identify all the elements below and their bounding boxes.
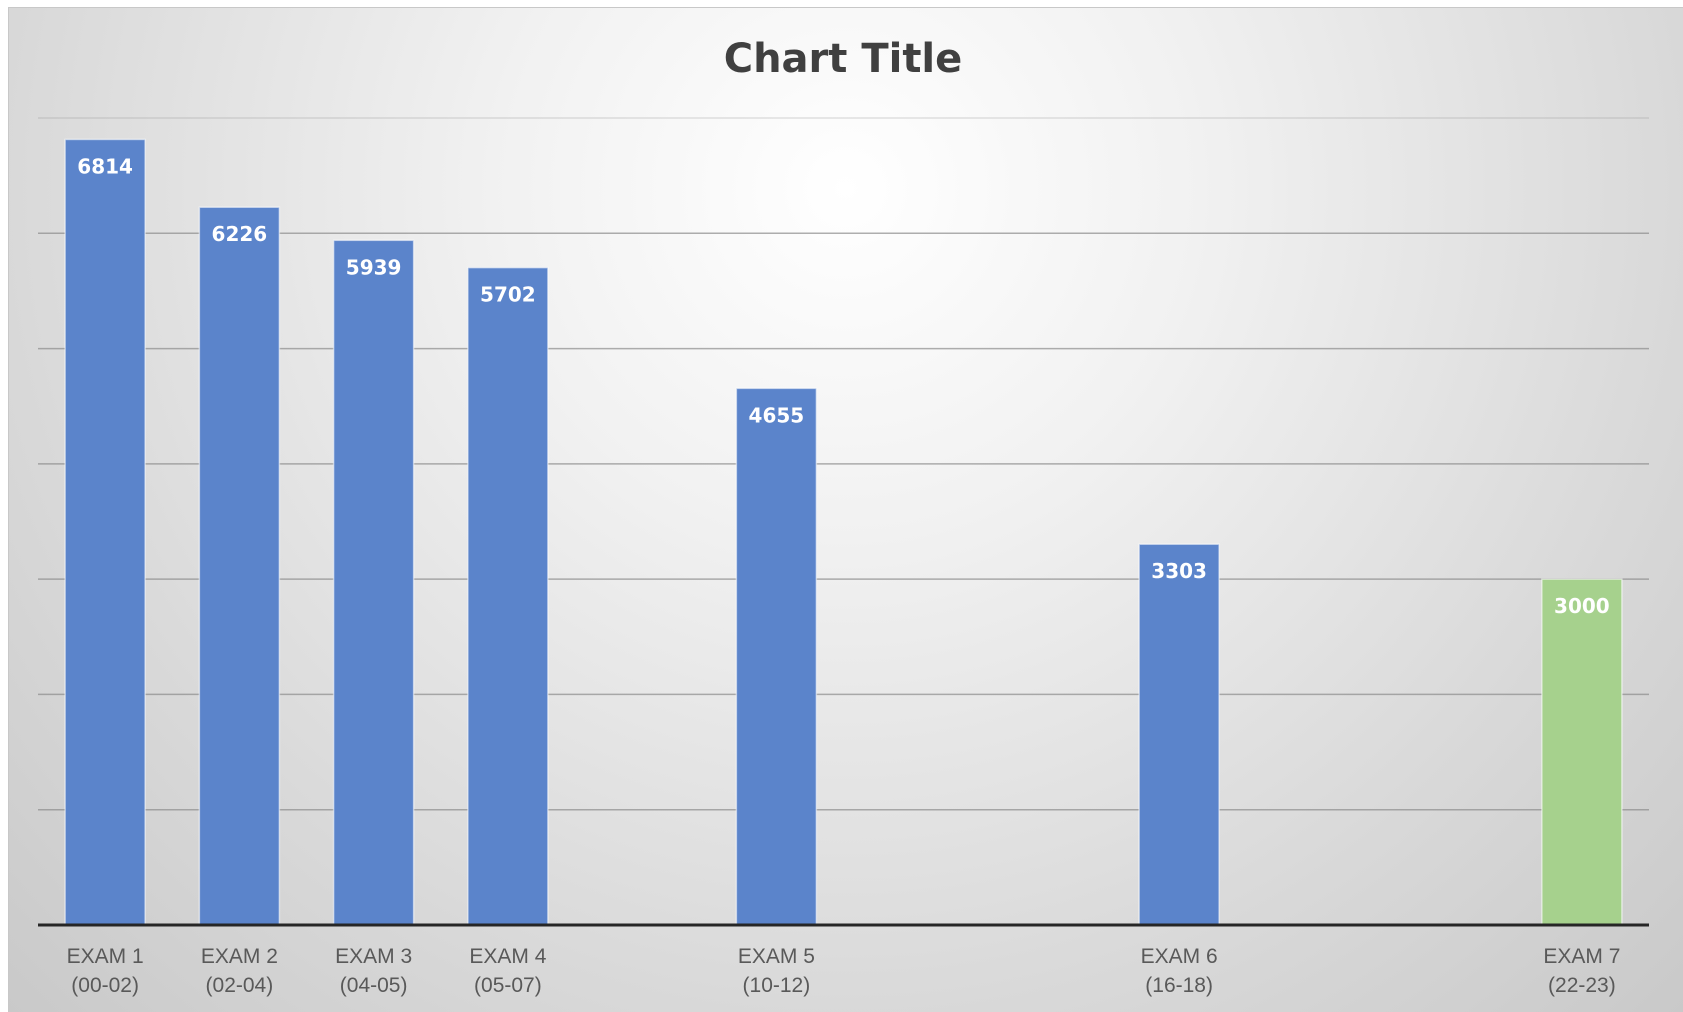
gridlines [38, 117, 1649, 811]
category-label-3: EXAM 3 [335, 945, 412, 968]
bar-4 [467, 266, 549, 926]
data-label-3: 5939 [346, 255, 402, 279]
bar-1 [64, 138, 146, 926]
data-label-2: 6226 [212, 222, 268, 246]
category-sublabel-7: (22-23) [1548, 974, 1616, 997]
bar-2 [198, 206, 281, 926]
chart-area [8, 7, 1683, 1012]
bar-7 [1541, 578, 1623, 926]
data-labels: 6814 6226 5939 5702 4655 3303 3000 [77, 154, 1609, 618]
category-label-1: EXAM 1 [67, 945, 144, 968]
category-sublabel-4: (05-07) [474, 974, 542, 997]
bar-5 [735, 387, 818, 926]
category-label-4: EXAM 4 [469, 945, 546, 968]
data-label-6: 3303 [1151, 559, 1207, 583]
data-label-4: 5702 [480, 283, 536, 307]
category-sublabel-1: (00-02) [71, 974, 139, 997]
chart-title: Chart Title [724, 36, 963, 82]
data-label-1: 6814 [77, 154, 133, 178]
category-label-5: EXAM 5 [738, 945, 815, 968]
category-sublabel-2: (02-04) [206, 974, 274, 997]
category-label-6: EXAM 6 [1141, 945, 1218, 968]
category-labels: EXAM 1 (00-02) EXAM 2 (02-04) EXAM 3 (04-05) E… [67, 945, 1621, 997]
category-label-7: EXAM 7 [1543, 945, 1620, 968]
data-label-7: 3000 [1554, 594, 1610, 618]
bar-6 [1138, 543, 1220, 926]
bars [64, 138, 1623, 926]
bar-3 [332, 239, 415, 926]
data-label-5: 4655 [749, 403, 805, 427]
category-sublabel-5: (10-12) [743, 974, 811, 997]
category-sublabel-6: (16-18) [1145, 974, 1213, 997]
category-sublabel-3: (04-05) [340, 974, 408, 997]
category-label-2: EXAM 2 [201, 945, 278, 968]
